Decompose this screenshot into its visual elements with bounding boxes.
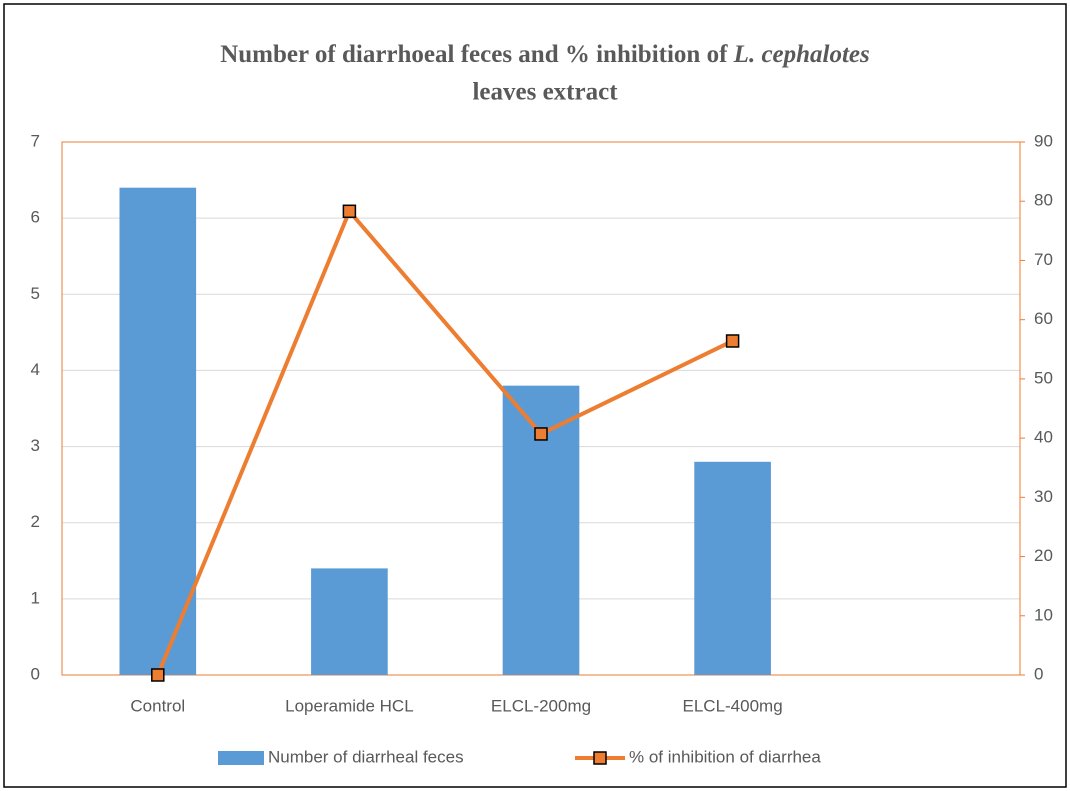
- x-tick-label: ELCL-400mg: [683, 696, 783, 715]
- y2-tick-label: 80: [1034, 191, 1053, 210]
- y2-tick-label: 10: [1034, 605, 1053, 624]
- y2-tick-label: 0: [1034, 664, 1043, 683]
- title-run: L. cephalotes: [733, 41, 870, 68]
- x-tick-label: ELCL-200mg: [491, 696, 591, 715]
- y2-tick-label: 90: [1034, 131, 1053, 150]
- legend-label: % of inhibition of diarrhea: [629, 747, 821, 766]
- y-tick-label: 6: [31, 208, 40, 227]
- y2-tick-label: 40: [1034, 428, 1053, 447]
- x-tick-label: Control: [130, 696, 185, 715]
- y2-tick-label: 30: [1034, 487, 1053, 506]
- y2-tick-label: 50: [1034, 368, 1053, 387]
- line-marker: [342, 204, 357, 219]
- x-tick-label: Loperamide HCL: [285, 696, 414, 715]
- line-marker: [151, 668, 165, 682]
- chart-title: Number of diarrhoeal feces and % inhibit…: [220, 41, 870, 68]
- line-marker: [725, 334, 740, 348]
- y-tick-label: 5: [31, 284, 40, 303]
- y-tick-label: 2: [31, 512, 40, 531]
- bar: [119, 187, 197, 675]
- legend-label: Number of diarrheal feces: [268, 747, 464, 766]
- line-marker: [534, 427, 548, 441]
- y2-tick-label: 70: [1034, 250, 1053, 269]
- line: [155, 209, 734, 676]
- legend-swatch: [593, 751, 607, 765]
- y-tick-label: 1: [31, 588, 40, 607]
- bar: [694, 461, 771, 675]
- chart-title: leaves extract: [472, 79, 618, 106]
- bar: [311, 568, 388, 675]
- y2-tick-label: 20: [1034, 546, 1053, 565]
- y-tick-label: 3: [31, 436, 40, 455]
- legend-swatch: [218, 751, 264, 765]
- y-tick-label: 0: [31, 664, 40, 683]
- y-tick-label: 7: [31, 131, 40, 150]
- title-run: Number of diarrhoeal feces and % inhibit…: [220, 41, 728, 68]
- y2-tick-label: 60: [1034, 309, 1053, 328]
- y-tick-label: 4: [31, 360, 40, 379]
